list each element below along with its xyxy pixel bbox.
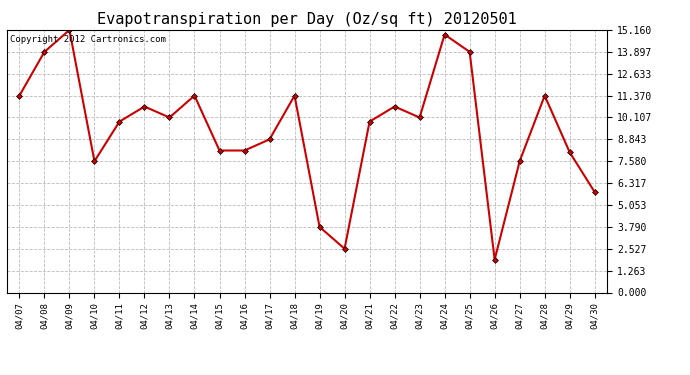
Text: Copyright 2012 Cartronics.com: Copyright 2012 Cartronics.com <box>10 35 166 44</box>
Title: Evapotranspiration per Day (Oz/sq ft) 20120501: Evapotranspiration per Day (Oz/sq ft) 20… <box>97 12 517 27</box>
